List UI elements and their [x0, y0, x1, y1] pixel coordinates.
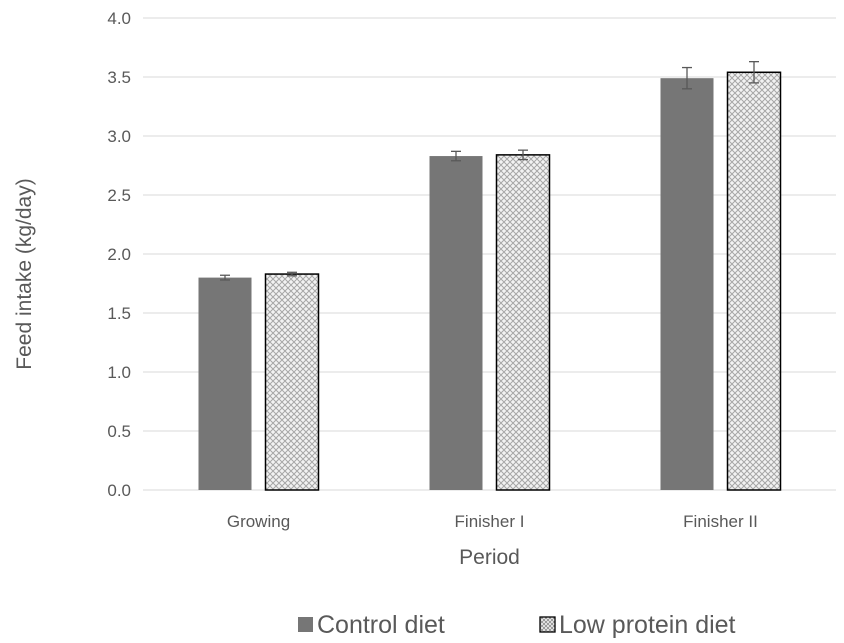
x-tick-label: Finisher II [683, 512, 758, 531]
error-bar [518, 149, 528, 161]
y-tick-label: 1.5 [107, 304, 131, 323]
x-axis-title: Period [459, 546, 520, 569]
bar-low-protein-0 [264, 273, 320, 491]
error-bar [451, 150, 461, 162]
x-tick-label: Finisher I [455, 512, 525, 531]
bars [198, 61, 782, 491]
bar-control-1 [429, 156, 483, 490]
y-tick-label: 1.0 [107, 363, 131, 382]
legend-swatch-control [298, 617, 313, 632]
legend-label-control: Control diet [317, 611, 445, 639]
y-tick-label: 3.5 [107, 68, 131, 87]
y-tick-label: 0.5 [107, 422, 131, 441]
y-tick-label: 2.5 [107, 186, 131, 205]
error-bar [682, 66, 692, 90]
error-bar [749, 61, 759, 84]
bar-control-2 [660, 78, 714, 491]
y-tick-label: 0.0 [107, 481, 131, 500]
error-bar [220, 274, 230, 281]
bar-low-protein-1 [495, 154, 551, 491]
legend-label-low-protein: Low protein diet [559, 611, 736, 639]
legend: Control diet Low protein diet [298, 611, 736, 639]
y-axis-title: Feed intake (kg/day) [13, 178, 36, 369]
legend-swatch-low-protein [539, 616, 556, 633]
error-bar [287, 271, 297, 277]
x-tick-labels: Growing Finisher I Finisher II [227, 512, 758, 531]
y-tick-labels: 0.0 0.5 1.0 1.5 2.0 2.5 3.0 3.5 4.0 [107, 9, 131, 500]
y-tick-label: 4.0 [107, 9, 131, 28]
gridlines [143, 17, 836, 491]
y-tick-label: 2.0 [107, 245, 131, 264]
y-tick-label: 3.0 [107, 127, 131, 146]
bar-control-0 [198, 277, 252, 490]
x-tick-label: Growing [227, 512, 290, 531]
bar-low-protein-2 [726, 71, 782, 491]
